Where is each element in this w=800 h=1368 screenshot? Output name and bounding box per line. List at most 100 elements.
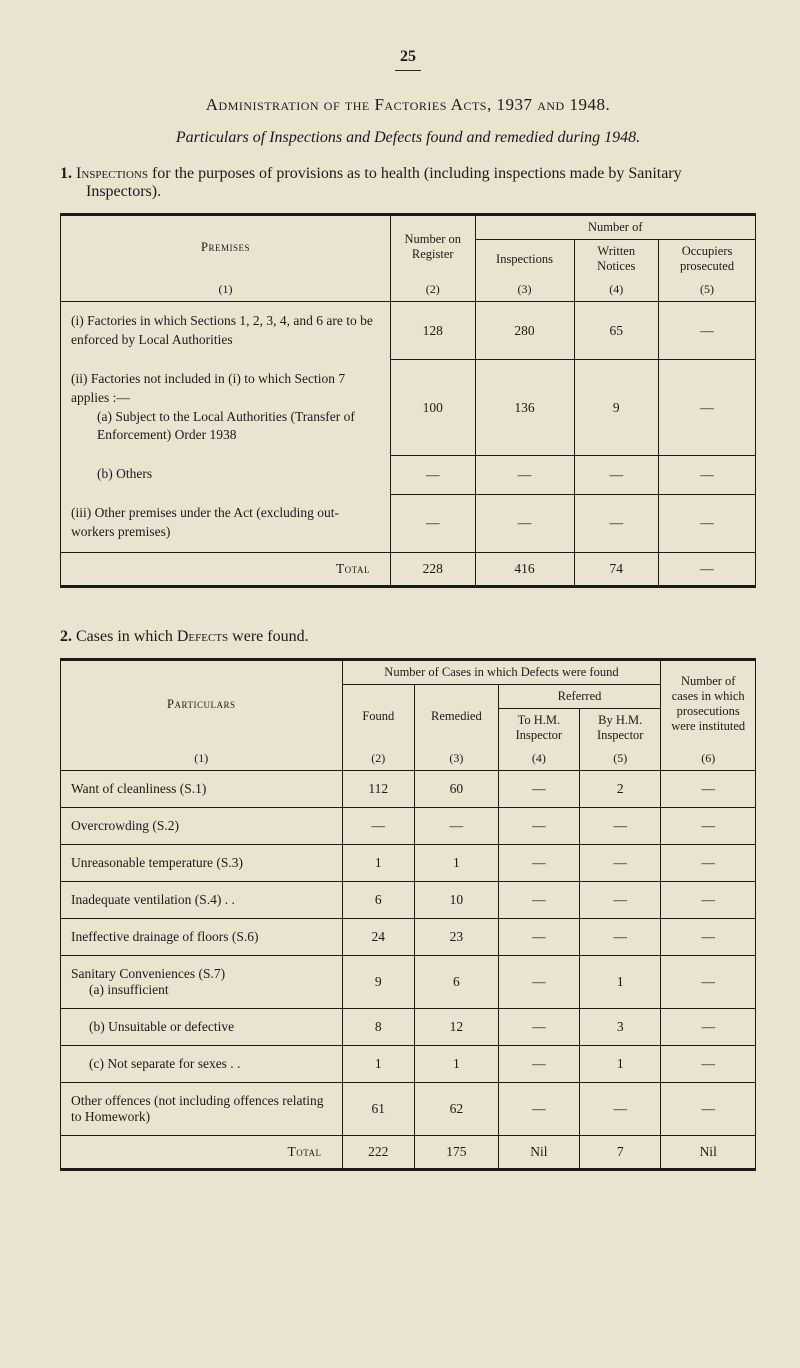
t1-r0-c5: — bbox=[659, 302, 756, 360]
t2-ci-6: (6) bbox=[661, 747, 756, 771]
t2-r0-c4: — bbox=[498, 771, 579, 808]
t1-r3-c2: — bbox=[390, 494, 475, 552]
t1-total-c4: 74 bbox=[574, 553, 659, 587]
table-row: Ineffective drainage of floors (S.6) 24 … bbox=[61, 919, 756, 956]
t2-r6-label: (b) Unsuitable or defective bbox=[71, 1019, 234, 1035]
t2-r2-label: Unreasonable temperature (S.3) bbox=[61, 845, 343, 882]
table-row: (b) Others — — — — bbox=[61, 455, 756, 494]
t2-r5-label-b: (a) insufficient bbox=[71, 982, 169, 998]
t1-h-numberof: Number of bbox=[475, 215, 755, 240]
t2-r6-c5: 3 bbox=[580, 1009, 661, 1046]
t2-r8-c5: — bbox=[580, 1083, 661, 1136]
t2-r4-c2: 24 bbox=[342, 919, 415, 956]
table-row: (iii) Other premises under the Act (excl… bbox=[61, 494, 756, 552]
t2-r1-c4: — bbox=[498, 808, 579, 845]
t2-r3-c4: — bbox=[498, 882, 579, 919]
t1-r1-label-iia: (a) Subject to the Local Authorities (Tr… bbox=[71, 408, 380, 446]
t2-ci-3: (3) bbox=[415, 747, 499, 771]
section-2-text-b: Defects bbox=[177, 628, 228, 645]
t1-r2-c4: — bbox=[574, 455, 659, 494]
t2-r5-label-a: Sanitary Conveniences (S.7) bbox=[71, 966, 225, 981]
t2-r7-c3: 1 bbox=[415, 1046, 499, 1083]
table-row: (b) Unsuitable or defective 8 12 — 3 — bbox=[61, 1009, 756, 1046]
t2-ci-4: (4) bbox=[498, 747, 579, 771]
table-row: (i) Factories in which Sections 1, 2, 3,… bbox=[61, 302, 756, 360]
t1-r0-c2: 128 bbox=[390, 302, 475, 360]
table-row: (c) Not separate for sexes . . 1 1 — 1 — bbox=[61, 1046, 756, 1083]
t1-r1-label-ii: (ii) Factories not included in (i) to wh… bbox=[71, 371, 345, 405]
t2-r4-c4: — bbox=[498, 919, 579, 956]
t1-h-occupiers: Occupiers prosecuted bbox=[659, 240, 756, 279]
t2-r1-label: Overcrowding (S.2) bbox=[61, 808, 343, 845]
section-1-num: 1. bbox=[60, 165, 72, 182]
t2-r2-c6: — bbox=[661, 845, 756, 882]
t2-ci-1: (1) bbox=[61, 747, 343, 771]
t1-r1-c5: — bbox=[659, 360, 756, 456]
t1-h-written: Written Notices bbox=[574, 240, 659, 279]
t2-r8-c4: — bbox=[498, 1083, 579, 1136]
t2-r7-c2: 1 bbox=[342, 1046, 415, 1083]
t1-r0-c4: 65 bbox=[574, 302, 659, 360]
table-row: Overcrowding (S.2) — — — — — bbox=[61, 808, 756, 845]
t1-h-register: Number on Register bbox=[390, 215, 475, 279]
t2-r2-c3: 1 bbox=[415, 845, 499, 882]
doc-subtitle: Particulars of Inspections and Defects f… bbox=[60, 129, 756, 147]
inspections-table: Premises Number on Register Number of In… bbox=[60, 213, 756, 588]
section-2-heading: 2. Cases in which Defects were found. bbox=[60, 628, 756, 646]
table-total-row: Total 222 175 Nil 7 Nil bbox=[61, 1136, 756, 1170]
t1-ci-4: (4) bbox=[574, 278, 659, 302]
t2-r4-c5: — bbox=[580, 919, 661, 956]
table-row: (ii) Factories not included in (i) to wh… bbox=[61, 360, 756, 456]
t2-h-particulars: Particulars bbox=[61, 660, 343, 748]
doc-title: Administration of the Factories Acts, 19… bbox=[60, 95, 756, 115]
table-row: Inadequate ventilation (S.4) . . 6 10 — … bbox=[61, 882, 756, 919]
section-1-text: Inspections for the purposes of provisio… bbox=[76, 165, 682, 200]
section-1-heading: 1. Inspections for the purposes of provi… bbox=[60, 165, 756, 201]
t1-total-c5: — bbox=[659, 553, 756, 587]
t1-h-inspections: Inspections bbox=[475, 240, 574, 279]
t1-total-c2: 228 bbox=[390, 553, 475, 587]
t2-total-label: Total bbox=[61, 1136, 343, 1170]
t2-r8-c3: 62 bbox=[415, 1083, 499, 1136]
t2-r6-c3: 12 bbox=[415, 1009, 499, 1046]
t1-r2-label: (b) Others bbox=[71, 465, 380, 484]
t2-h-tohm: To H.M. Inspector bbox=[498, 709, 579, 748]
t2-r3-label: Inadequate ventilation (S.4) . . bbox=[61, 882, 343, 919]
page-number-rule bbox=[395, 70, 421, 71]
table-row: Sanitary Conveniences (S.7) (a) insuffic… bbox=[61, 956, 756, 1009]
t1-r2-c5: — bbox=[659, 455, 756, 494]
t2-total-c2: 222 bbox=[342, 1136, 415, 1170]
section-2-text: Cases in which Defects were found. bbox=[76, 628, 309, 645]
t1-r2-c2: — bbox=[390, 455, 475, 494]
t1-h-premises: Premises bbox=[61, 215, 391, 279]
table-row: Unreasonable temperature (S.3) 1 1 — — — bbox=[61, 845, 756, 882]
t2-r5-c3: 6 bbox=[415, 956, 499, 1009]
t2-total-c5: 7 bbox=[580, 1136, 661, 1170]
t1-ci-5: (5) bbox=[659, 278, 756, 302]
t2-ci-2: (2) bbox=[342, 747, 415, 771]
t2-r8-label: Other offences (not including offences r… bbox=[61, 1083, 343, 1136]
t2-r6-c6: — bbox=[661, 1009, 756, 1046]
t2-r3-c2: 6 bbox=[342, 882, 415, 919]
t2-r5-c4: — bbox=[498, 956, 579, 1009]
t2-r4-label: Ineffective drainage of floors (S.6) bbox=[61, 919, 343, 956]
defects-table: Particulars Number of Cases in which Def… bbox=[60, 658, 756, 1171]
t2-total-c4: Nil bbox=[498, 1136, 579, 1170]
t2-r8-c2: 61 bbox=[342, 1083, 415, 1136]
t2-r5-c5: 1 bbox=[580, 956, 661, 1009]
t2-r8-c6: — bbox=[661, 1083, 756, 1136]
table-total-row: Total 228 416 74 — bbox=[61, 553, 756, 587]
t1-r3-c4: — bbox=[574, 494, 659, 552]
t2-r3-c3: 10 bbox=[415, 882, 499, 919]
t2-total-c6: Nil bbox=[661, 1136, 756, 1170]
t1-r0-label: (i) Factories in which Sections 1, 2, 3,… bbox=[71, 313, 373, 347]
t2-r7-c5: 1 bbox=[580, 1046, 661, 1083]
t1-r1-c4: 9 bbox=[574, 360, 659, 456]
t2-r0-label: Want of cleanliness (S.1) bbox=[61, 771, 343, 808]
t2-r2-c2: 1 bbox=[342, 845, 415, 882]
t2-r1-c6: — bbox=[661, 808, 756, 845]
t2-ci-5: (5) bbox=[580, 747, 661, 771]
t2-r3-c6: — bbox=[661, 882, 756, 919]
t2-total-c3: 175 bbox=[415, 1136, 499, 1170]
section-1-text-a: Inspections bbox=[76, 165, 148, 182]
